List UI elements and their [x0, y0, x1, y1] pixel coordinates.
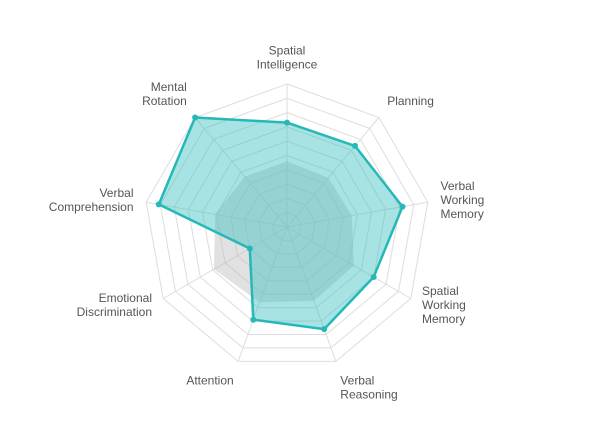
grid-ring [187, 126, 387, 322]
axis-label-line: Intelligence [257, 57, 318, 71]
grid-spoke [162, 226, 288, 299]
grid-spoke [146, 201, 288, 228]
axis-label-line: Verbal [340, 374, 374, 388]
axis-label: Verbal Working Memory [441, 179, 485, 221]
grid-ring [173, 112, 401, 335]
axis-label: Verbal Comprehension [49, 186, 134, 214]
grid-ring [159, 97, 415, 349]
axis-label-line: Planning [387, 94, 434, 108]
grid-ring [230, 169, 344, 282]
data-point [155, 201, 162, 208]
grid-ring [201, 140, 373, 309]
grid-spoke [286, 226, 337, 362]
grid-spoke [286, 117, 380, 228]
axis-label: Verbal Reasoning [340, 374, 397, 402]
axis-label-line: Working [441, 193, 485, 207]
series-primary-area [157, 116, 404, 331]
series-secondary [213, 161, 354, 303]
axis-label-line: Memory [441, 207, 484, 221]
axis-label: Emotional Discrimination [77, 291, 152, 319]
data-point [399, 203, 406, 210]
grid-ring [244, 183, 330, 268]
grid-spoke [194, 117, 288, 228]
data-point [352, 142, 358, 149]
axis-label-line: Comprehension [49, 200, 134, 214]
axis-label-line: Emotional [99, 291, 152, 305]
grid-ring [272, 212, 302, 241]
axis-label-line: Spatial [269, 43, 306, 57]
data-point [284, 119, 290, 126]
series-primary [155, 114, 406, 333]
axis-label-line: Reasoning [340, 388, 397, 402]
axis-label: Spatial Intelligence [257, 43, 318, 71]
grid-ring [216, 154, 358, 295]
axis-label-line: Working [422, 298, 466, 312]
grid-spoke [237, 226, 288, 362]
data-point [250, 316, 257, 323]
data-point [192, 114, 199, 121]
data-point [370, 274, 377, 280]
axis-label-line: Memory [422, 312, 465, 326]
grid-spoke [286, 226, 412, 299]
axis-label-line: Verbal [99, 186, 133, 200]
axis-label-line: Spatial [422, 284, 459, 298]
axis-label: Planning [387, 94, 434, 108]
axis-label: Spatial Working Memory [422, 284, 466, 326]
axis-label-line: Rotation [142, 94, 187, 108]
grid-ring [145, 83, 429, 362]
axis-label-line: Verbal [441, 179, 475, 193]
series-secondary-area [213, 161, 354, 303]
axis-label: Attention [186, 374, 233, 388]
axis-label-line: Attention [186, 374, 233, 388]
grid-ring [258, 197, 316, 255]
axis-label-line: Discrimination [77, 305, 152, 319]
data-point [246, 245, 253, 252]
grid [145, 83, 429, 362]
axis-label-line: Mental [151, 80, 187, 94]
data-point [321, 326, 328, 333]
axis-label: Mental Rotation [142, 80, 187, 108]
